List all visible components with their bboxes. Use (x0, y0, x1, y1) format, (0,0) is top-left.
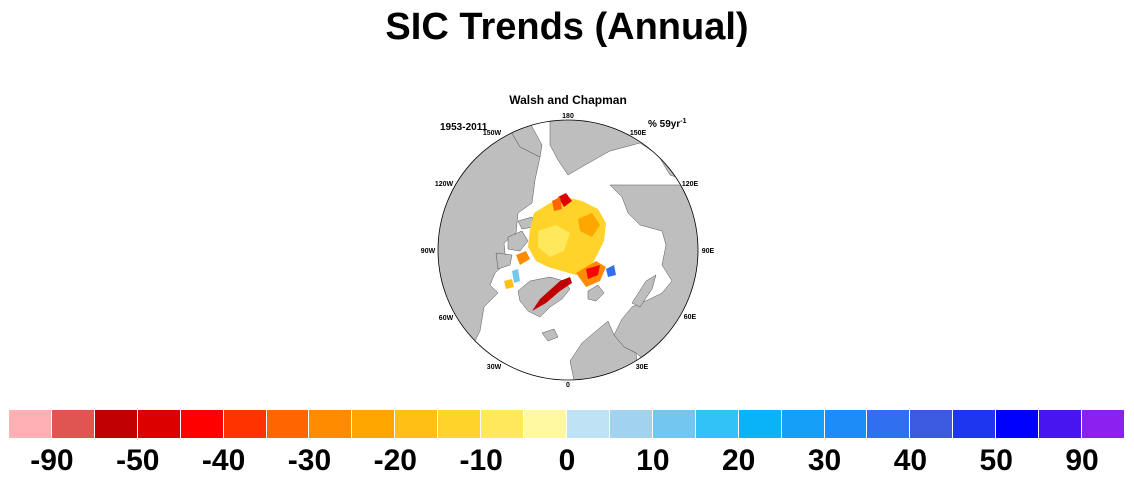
trend-hudson (516, 251, 530, 265)
colorbar-box (652, 410, 696, 438)
colorbar-box (51, 410, 95, 438)
trend-fram-strait (532, 277, 572, 311)
trend-siberian-shelf (578, 213, 600, 237)
period-label: 1953-2011 (440, 122, 488, 133)
trend-baffin-blue (512, 269, 520, 283)
colorbar-tick-label: -10 (459, 444, 503, 477)
lon-label-180: 180 (562, 113, 574, 120)
colorbar-box (524, 410, 567, 438)
figure-title: SIC Trends (Annual) (385, 6, 749, 48)
polar-stereographic-map: Walsh and Chapman 1953-2011 % 59yr-1 (421, 93, 715, 389)
lon-label-90w: 90W (421, 248, 436, 255)
colorbar-box (910, 410, 954, 438)
lon-label-0: 0 (566, 382, 570, 389)
colorbar-box (738, 410, 782, 438)
colorbar-box (695, 410, 739, 438)
lon-label-120w: 120W (435, 181, 454, 188)
lon-label-30e: 30E (636, 364, 649, 371)
colorbar-tick-label: 30 (807, 444, 842, 477)
land-archipelago-1 (507, 230, 529, 252)
colorbar-box (309, 410, 353, 438)
trend-kara (606, 265, 616, 277)
colorbar-box (481, 410, 525, 438)
colorbar-box (266, 410, 310, 438)
colorbar-tick-label: -20 (373, 444, 417, 477)
colorbar-box (609, 410, 653, 438)
colorbar-box (223, 410, 267, 438)
lon-label-90e: 90E (702, 248, 715, 255)
colorbar-tick-label: -40 (201, 444, 246, 477)
units-label: % 59yr-1 (648, 118, 687, 130)
colorbar-box (567, 410, 610, 438)
trend-beaufort (538, 225, 570, 257)
colorbar-tick-label: 40 (893, 444, 928, 477)
colorbar-box (824, 410, 868, 438)
colorbar-tick-label: 20 (722, 444, 756, 477)
colorbar-box (94, 410, 138, 438)
colorbar-tick-label: 10 (636, 444, 670, 477)
panel-title: Walsh and Chapman (509, 93, 627, 107)
lon-label-60w: 60W (439, 315, 454, 322)
land-svalbard (587, 284, 605, 302)
colorbar-box (352, 410, 396, 438)
colorbar-tick-label: 50 (979, 444, 1013, 477)
colorbar-box (180, 410, 224, 438)
colorbar-tick-label: -30 (287, 444, 332, 477)
colorbar-box (137, 410, 181, 438)
lon-label-60e: 60E (684, 314, 697, 321)
lon-label-150w: 150W (483, 130, 502, 137)
land-iceland (541, 328, 559, 342)
colorbar-box (781, 410, 825, 438)
colorbar-box (1082, 410, 1125, 438)
trend-chukchi-max (558, 193, 572, 207)
colorbar-box (996, 410, 1040, 438)
colorbar-box (438, 410, 482, 438)
trend-labrador (504, 279, 514, 289)
lon-label-120e: 120E (682, 181, 699, 188)
map-boundary (437, 119, 699, 381)
colorbar-box (9, 410, 52, 438)
colorbar-box (867, 410, 911, 438)
colorbar-tick-label: 90 (1065, 444, 1099, 477)
colorbar-box (953, 410, 997, 438)
lon-label-30w: 30W (487, 364, 502, 371)
colorbar-tick-label: -50 (116, 444, 160, 477)
lon-label-150e: 150E (630, 130, 647, 137)
colorbar-tick-label: 0 (558, 444, 576, 477)
land-novaya-zemlya (631, 274, 657, 308)
trend-barents-red (586, 265, 600, 279)
colorbar-box (1039, 410, 1083, 438)
longitude-labels: 180 150E 120E 90E 60E 30E 0 30W 60W 90W … (421, 113, 715, 389)
colorbar-box (395, 410, 439, 438)
trend-chukchi-edge (552, 197, 562, 211)
land-archipelago-2 (495, 252, 513, 270)
colorbar-tick-label: -90 (30, 444, 74, 477)
